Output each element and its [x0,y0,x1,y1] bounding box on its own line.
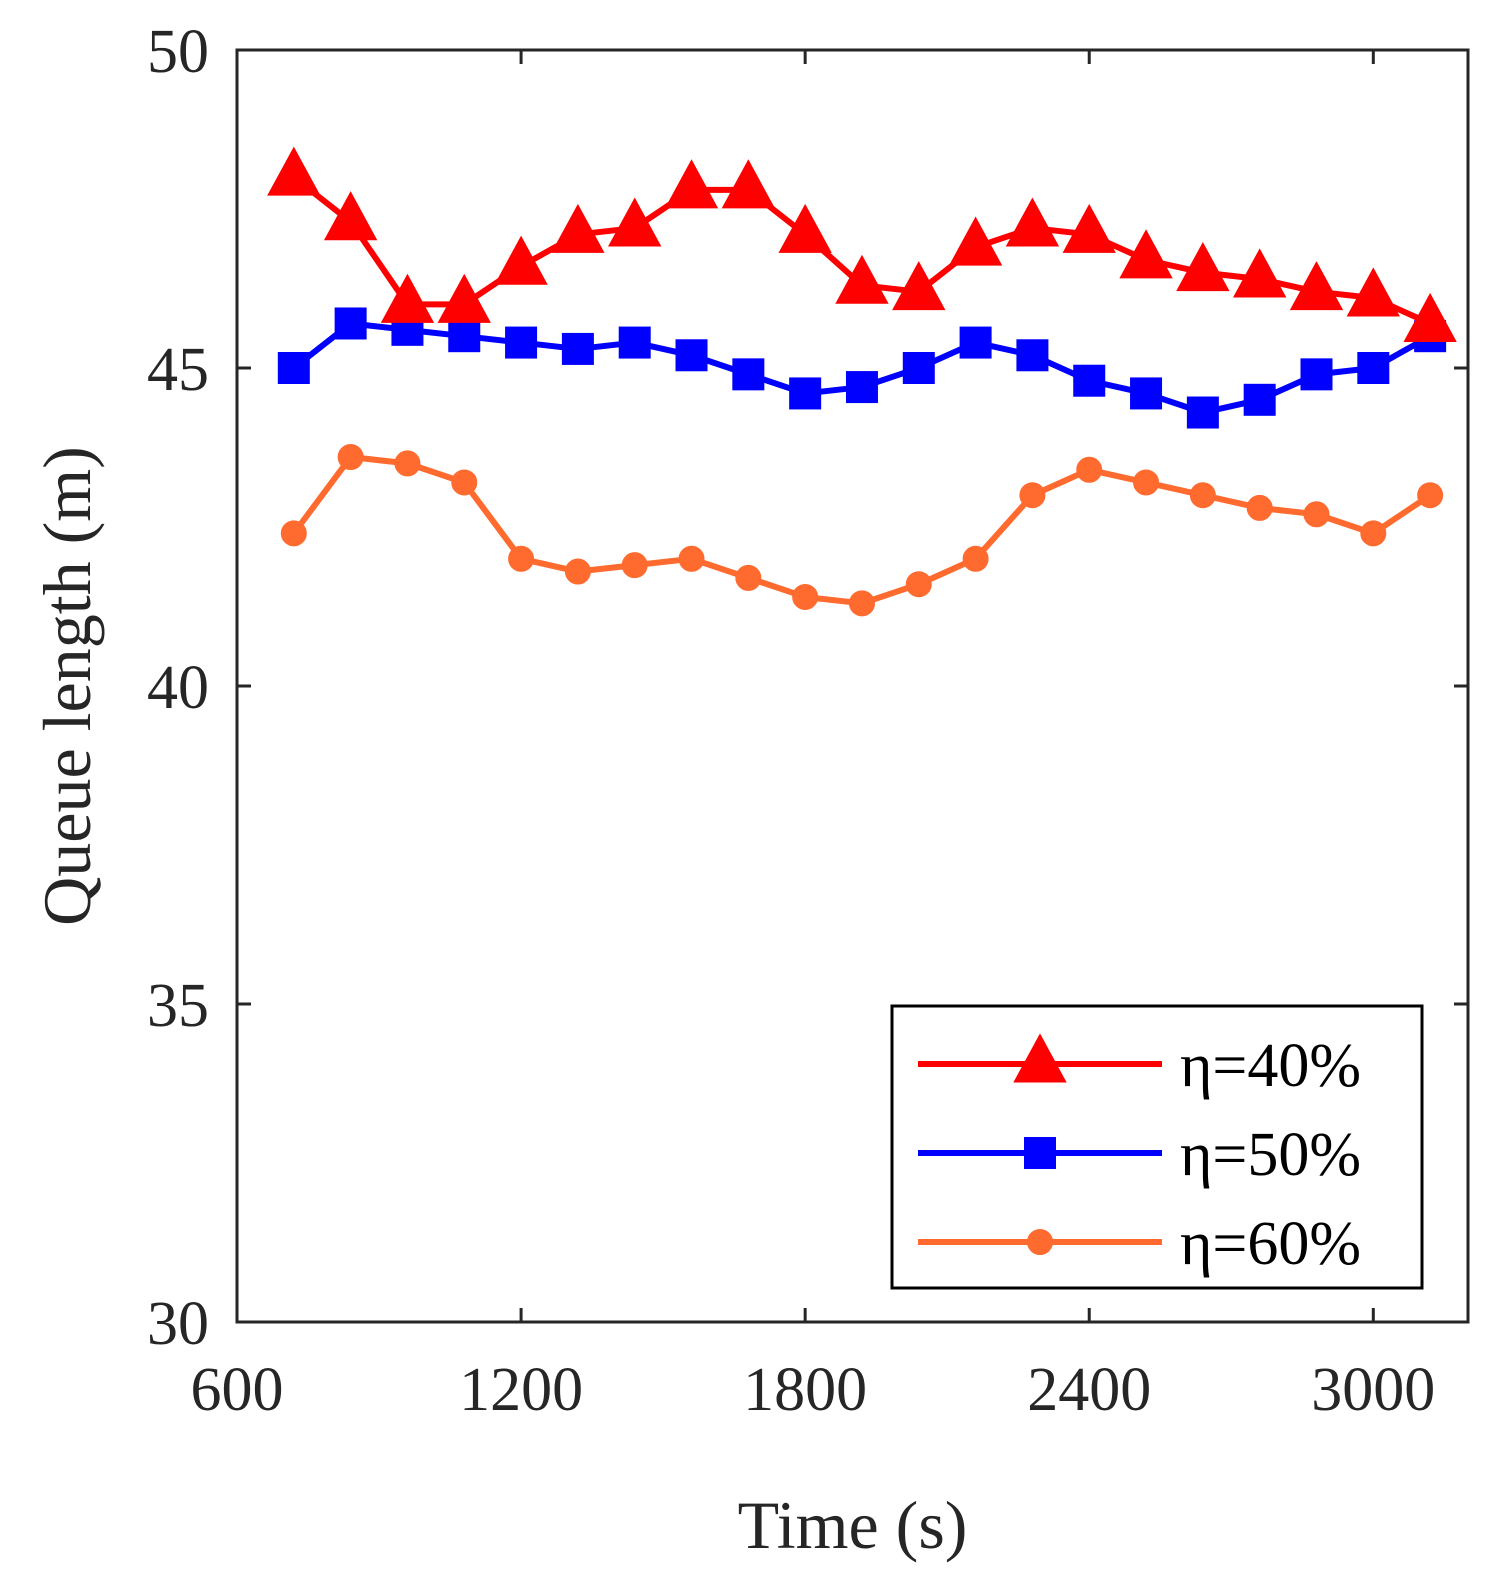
data-point-eta-60 [564,558,591,585]
data-point-eta-50 [334,307,367,340]
data-point-eta-60 [1133,469,1160,496]
data-point-eta-50 [675,339,708,372]
data-point-eta-60 [678,545,705,572]
x-tick-label: 600 [191,1356,284,1424]
data-point-eta-60 [735,564,762,591]
data-point-eta-50 [789,377,822,410]
data-point-eta-60 [394,450,421,477]
legend-label-eta-50: η=50% [1180,1121,1361,1189]
data-point-eta-40 [892,261,946,311]
data-point-eta-60 [905,571,932,598]
data-point-eta-50 [845,371,878,404]
data-point-eta-40 [551,203,605,253]
series-eta-50 [277,307,1447,429]
data-point-eta-50 [1357,352,1390,384]
x-tick-label: 2400 [1027,1356,1151,1424]
x-axis-title: Time (s) [738,1487,968,1563]
data-point-eta-40 [608,197,662,247]
data-point-eta-60 [1076,456,1103,483]
data-point-eta-40 [1176,241,1230,292]
data-point-eta-50 [277,352,310,384]
data-point-eta-40 [1346,267,1400,317]
data-point-eta-40 [721,159,776,209]
x-tick-label: 3000 [1311,1356,1435,1424]
data-point-eta-60 [337,444,364,471]
data-point-eta-60 [1360,520,1387,547]
data-point-eta-60 [1246,494,1273,521]
data-point-eta-50 [1243,383,1276,416]
data-point-eta-50 [448,320,481,353]
data-point-eta-60 [792,583,819,610]
y-tick-label: 50 [147,18,209,86]
data-point-eta-50 [1130,377,1163,410]
data-point-eta-40 [948,216,1003,266]
data-point-eta-50 [1300,358,1333,391]
data-point-eta-40 [494,235,548,285]
y-axis-title: Queue length (m) [29,446,105,926]
data-point-eta-50 [732,358,765,391]
data-point-eta-50 [1016,339,1049,372]
data-point-eta-60 [621,552,648,579]
data-point-eta-40 [1403,292,1457,342]
data-point-eta-40 [437,273,491,323]
data-point-eta-50 [505,326,538,359]
data-point-eta-60 [848,590,875,617]
legend-label-eta-40: η=40% [1180,1032,1361,1100]
data-point-eta-50 [561,332,594,365]
plot-area [267,146,1457,617]
data-point-eta-60 [1019,482,1046,509]
data-point-eta-40 [664,159,719,209]
data-point-eta-40 [1119,229,1173,279]
legend-marker-eta-60 [1027,1229,1053,1255]
data-point-eta-60 [962,545,989,572]
y-tick-label: 45 [147,336,209,404]
series-eta-60 [280,444,1444,617]
axis-ticks: 600 1200 1800 2400 3000 30 35 40 45 50 [147,18,1470,1424]
data-point-eta-50 [902,352,935,384]
data-point-eta-40 [1232,248,1287,298]
legend-label-eta-60: η=60% [1180,1210,1361,1278]
data-point-eta-40 [1062,203,1116,253]
data-point-eta-60 [280,520,307,547]
data-point-eta-40 [380,273,435,323]
data-point-eta-40 [323,191,378,241]
legend: η=40% η=50% η=60% [890,1004,1424,1290]
x-tick-label: 1800 [743,1356,867,1424]
y-tick-label: 35 [147,972,209,1040]
data-point-eta-40 [1289,261,1344,311]
data-point-eta-40 [835,254,889,304]
series-eta-40 [267,146,1457,342]
data-point-eta-60 [508,545,535,572]
data-point-eta-60 [1417,482,1444,509]
data-point-eta-50 [1186,396,1219,429]
y-tick-label: 40 [147,654,209,722]
y-tick-label: 30 [147,1290,209,1358]
data-point-eta-40 [778,203,832,253]
data-point-eta-60 [1189,482,1216,509]
data-point-eta-50 [1073,364,1106,397]
legend-marker-eta-40 [1013,1033,1067,1083]
data-point-eta-40 [1005,197,1060,247]
data-point-eta-40 [267,146,321,196]
x-tick-label: 1200 [459,1356,583,1424]
legend-marker-eta-50 [1024,1137,1056,1169]
data-point-eta-60 [451,469,478,496]
data-point-eta-60 [1303,501,1330,528]
data-point-eta-50 [618,326,651,359]
data-point-eta-50 [959,326,992,359]
